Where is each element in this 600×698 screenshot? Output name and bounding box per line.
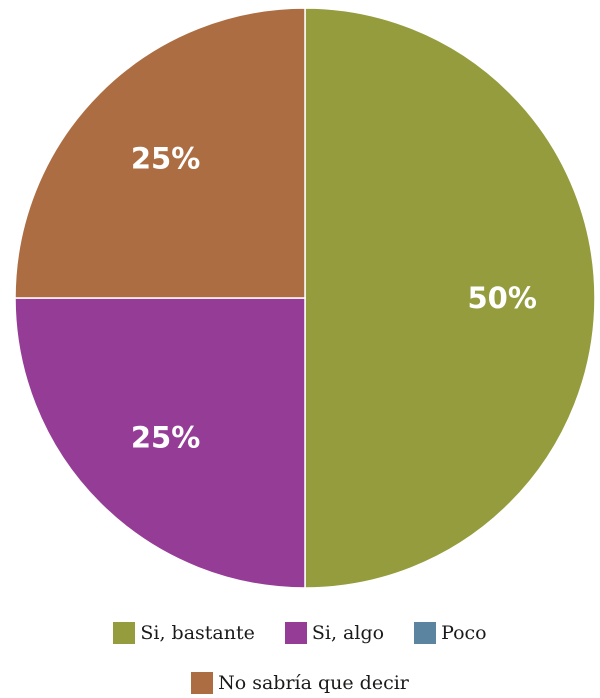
legend-label-poco: Poco	[441, 622, 487, 644]
pie-label-no-sabria-que-decir: 25%	[131, 142, 200, 176]
pie-chart: 50% 25% 25%	[14, 7, 596, 589]
legend-swatch-poco	[414, 622, 437, 644]
pie-label-si-bastante: 50%	[467, 281, 536, 315]
pie-slice-si-bastante[interactable]	[304, 7, 596, 589]
legend-row-1: Si, bastante Si, algo Poco	[0, 622, 600, 644]
pie-label-si-algo: 25%	[131, 420, 200, 454]
legend-item-si-bastante[interactable]: Si, bastante	[113, 622, 255, 644]
legend-swatch-no-sabria	[191, 672, 214, 694]
pie-slice-no-sabria-que-decir[interactable]	[14, 7, 306, 299]
legend-item-no-sabria[interactable]: No sabría que decir	[191, 672, 409, 694]
legend-swatch-si-algo	[284, 622, 307, 644]
pie-slice-si-algo[interactable]	[14, 297, 306, 589]
legend-label-si-algo: Si, algo	[311, 622, 385, 644]
pie-slice-labels: 50% 25% 25%	[131, 142, 537, 455]
legend-label-si-bastante: Si, bastante	[140, 622, 255, 644]
legend-row-2: No sabría que decir	[0, 672, 600, 694]
legend-swatch-si-bastante	[113, 622, 136, 644]
legend-label-no-sabria: No sabría que decir	[218, 672, 409, 694]
legend-item-si-algo[interactable]: Si, algo	[284, 622, 385, 644]
pie-slices	[14, 7, 596, 589]
legend-item-poco[interactable]: Poco	[414, 622, 487, 644]
